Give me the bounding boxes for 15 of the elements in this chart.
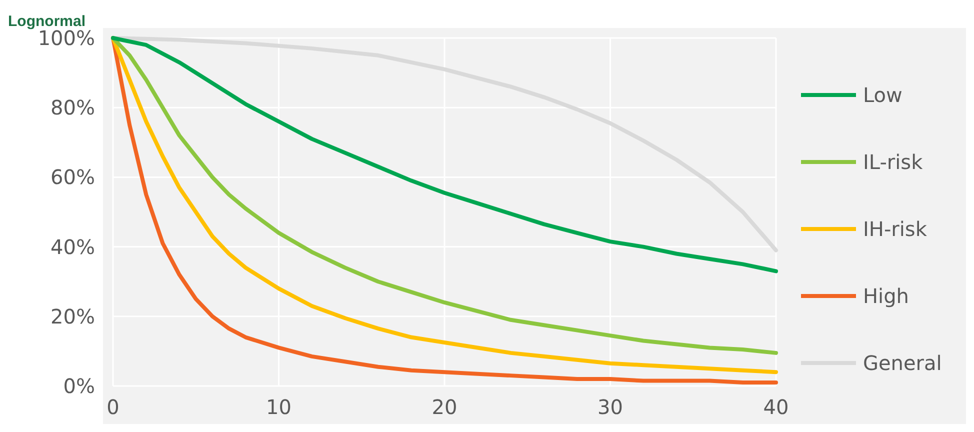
legend-label: IL-risk xyxy=(863,150,924,174)
legend-label: Low xyxy=(863,83,902,107)
x-tick-label: 20 xyxy=(432,395,458,419)
y-tick-label: 60% xyxy=(50,165,95,190)
y-tick-label: 0% xyxy=(63,374,95,398)
x-tick-label: 40 xyxy=(763,395,789,419)
legend-label: IH-risk xyxy=(863,217,928,241)
y-tick-label: 20% xyxy=(50,304,95,328)
y-tick-label: 40% xyxy=(50,234,95,259)
legend-label: High xyxy=(863,284,909,308)
y-tick-label: 80% xyxy=(50,96,95,120)
x-tick-label: 0 xyxy=(106,395,120,419)
x-tick-label: 30 xyxy=(598,395,623,419)
legend-label: General xyxy=(863,351,942,375)
x-tick-label: 10 xyxy=(266,395,292,419)
